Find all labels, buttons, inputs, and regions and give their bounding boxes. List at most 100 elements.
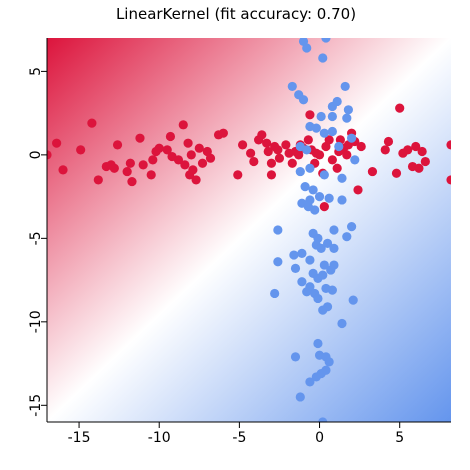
blue-point xyxy=(314,192,325,202)
blue-point xyxy=(290,263,301,273)
blue-point xyxy=(300,181,310,192)
red-point xyxy=(218,128,228,138)
blue-point xyxy=(327,285,337,295)
red-point xyxy=(180,160,190,170)
blue-point xyxy=(347,222,357,232)
blue-point xyxy=(298,95,309,105)
blue-point xyxy=(302,287,312,297)
red-point xyxy=(127,176,137,187)
blue-point xyxy=(316,111,326,122)
blue-point xyxy=(289,250,299,260)
blue-point xyxy=(295,392,305,402)
x-tick-label: -5 xyxy=(232,430,246,446)
blue-point xyxy=(305,163,315,173)
red-point xyxy=(146,170,156,180)
y-tick-label: 5 xyxy=(28,67,44,76)
blue-point xyxy=(297,277,307,287)
blue-point xyxy=(332,96,342,107)
blue-point xyxy=(319,260,329,270)
blue-point xyxy=(337,195,347,205)
red-point xyxy=(314,150,325,160)
blue-point xyxy=(290,352,301,362)
red-point xyxy=(188,165,198,175)
red-point xyxy=(353,185,363,195)
red-point xyxy=(266,170,277,180)
red-point xyxy=(165,131,176,142)
blue-point xyxy=(311,372,321,382)
y-ticks: 5 0 -5 -10 -15 xyxy=(28,67,47,417)
red-point xyxy=(391,168,402,178)
red-point xyxy=(305,110,315,120)
blue-point xyxy=(318,417,328,422)
x-tick-label: 5 xyxy=(395,430,404,446)
red-point xyxy=(183,138,193,148)
blue-point xyxy=(350,155,360,165)
blue-point xyxy=(302,145,312,155)
blue-point xyxy=(310,205,320,215)
y-tick-label: -15 xyxy=(28,394,44,417)
red-point xyxy=(287,158,297,168)
blue-point xyxy=(319,128,329,138)
blue-point xyxy=(313,338,323,349)
red-point xyxy=(162,145,172,155)
red-point xyxy=(380,145,390,155)
red-point xyxy=(237,140,248,150)
blue-point xyxy=(308,185,318,195)
blue-point xyxy=(295,166,305,177)
red-point xyxy=(249,156,259,167)
red-point xyxy=(154,143,164,153)
red-point xyxy=(403,145,413,155)
blue-point xyxy=(342,113,352,123)
red-point xyxy=(303,135,313,145)
red-point xyxy=(87,118,97,128)
red-point xyxy=(266,158,277,168)
y-tick-label: 0 xyxy=(28,150,44,159)
red-point xyxy=(52,138,62,148)
red-point xyxy=(246,148,256,158)
red-point xyxy=(257,130,267,140)
red-point xyxy=(327,155,337,165)
blue-point xyxy=(316,243,326,253)
axes xyxy=(46,38,451,423)
red-point xyxy=(342,150,352,160)
red-point xyxy=(76,145,86,155)
red-point xyxy=(112,140,123,150)
blue-point xyxy=(321,38,331,43)
red-point xyxy=(294,150,304,160)
red-point xyxy=(205,153,216,163)
red-point xyxy=(197,158,208,168)
red-point xyxy=(446,140,451,150)
blue-point xyxy=(329,260,339,270)
red-point xyxy=(178,120,188,130)
red-point xyxy=(414,163,424,173)
blue-point xyxy=(348,295,358,305)
red-point xyxy=(138,160,148,170)
blue-point xyxy=(294,23,303,32)
blue-point xyxy=(273,225,283,235)
red-point xyxy=(367,166,378,177)
blue-point xyxy=(343,105,353,115)
blue-point xyxy=(337,318,347,329)
red-point xyxy=(383,136,394,147)
data-points xyxy=(47,23,451,422)
red-point xyxy=(191,175,201,185)
red-point xyxy=(122,166,132,177)
red-point xyxy=(446,175,451,185)
blue-point xyxy=(337,173,347,183)
red-point xyxy=(58,165,68,175)
red-point xyxy=(324,135,334,145)
red-point xyxy=(273,145,283,155)
y-tick-label: -5 xyxy=(28,231,44,245)
blue-point xyxy=(340,81,350,92)
blue-point xyxy=(322,238,333,248)
blue-point xyxy=(324,193,334,203)
red-point xyxy=(148,155,158,165)
red-point xyxy=(93,175,103,185)
red-point xyxy=(263,146,273,157)
blue-point xyxy=(305,377,315,387)
red-point xyxy=(135,133,145,143)
red-point xyxy=(420,156,430,167)
red-point xyxy=(262,138,272,148)
blue-point xyxy=(318,270,328,280)
